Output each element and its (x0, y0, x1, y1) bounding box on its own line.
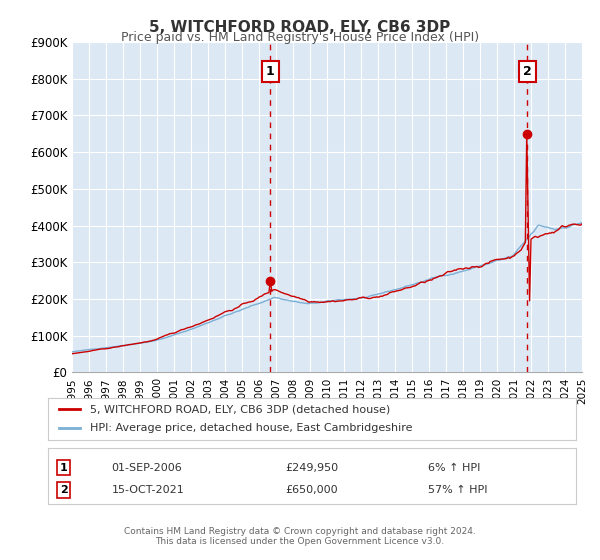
Text: 6% ↑ HPI: 6% ↑ HPI (428, 463, 481, 473)
Text: £249,950: £249,950 (286, 463, 339, 473)
Text: 1: 1 (266, 65, 275, 78)
Text: HPI: Average price, detached house, East Cambridgeshire: HPI: Average price, detached house, East… (90, 423, 413, 433)
Text: 2: 2 (523, 65, 532, 78)
Text: Contains HM Land Registry data © Crown copyright and database right 2024.
This d: Contains HM Land Registry data © Crown c… (124, 526, 476, 546)
Text: 15-OCT-2021: 15-OCT-2021 (112, 485, 184, 495)
Text: 5, WITCHFORD ROAD, ELY, CB6 3DP (detached house): 5, WITCHFORD ROAD, ELY, CB6 3DP (detache… (90, 404, 391, 414)
Text: Price paid vs. HM Land Registry's House Price Index (HPI): Price paid vs. HM Land Registry's House … (121, 31, 479, 44)
Text: 57% ↑ HPI: 57% ↑ HPI (428, 485, 488, 495)
Text: 5, WITCHFORD ROAD, ELY, CB6 3DP: 5, WITCHFORD ROAD, ELY, CB6 3DP (149, 20, 451, 35)
Text: 1: 1 (60, 463, 68, 473)
Text: 2: 2 (60, 485, 68, 495)
Text: £650,000: £650,000 (286, 485, 338, 495)
Text: 01-SEP-2006: 01-SEP-2006 (112, 463, 182, 473)
